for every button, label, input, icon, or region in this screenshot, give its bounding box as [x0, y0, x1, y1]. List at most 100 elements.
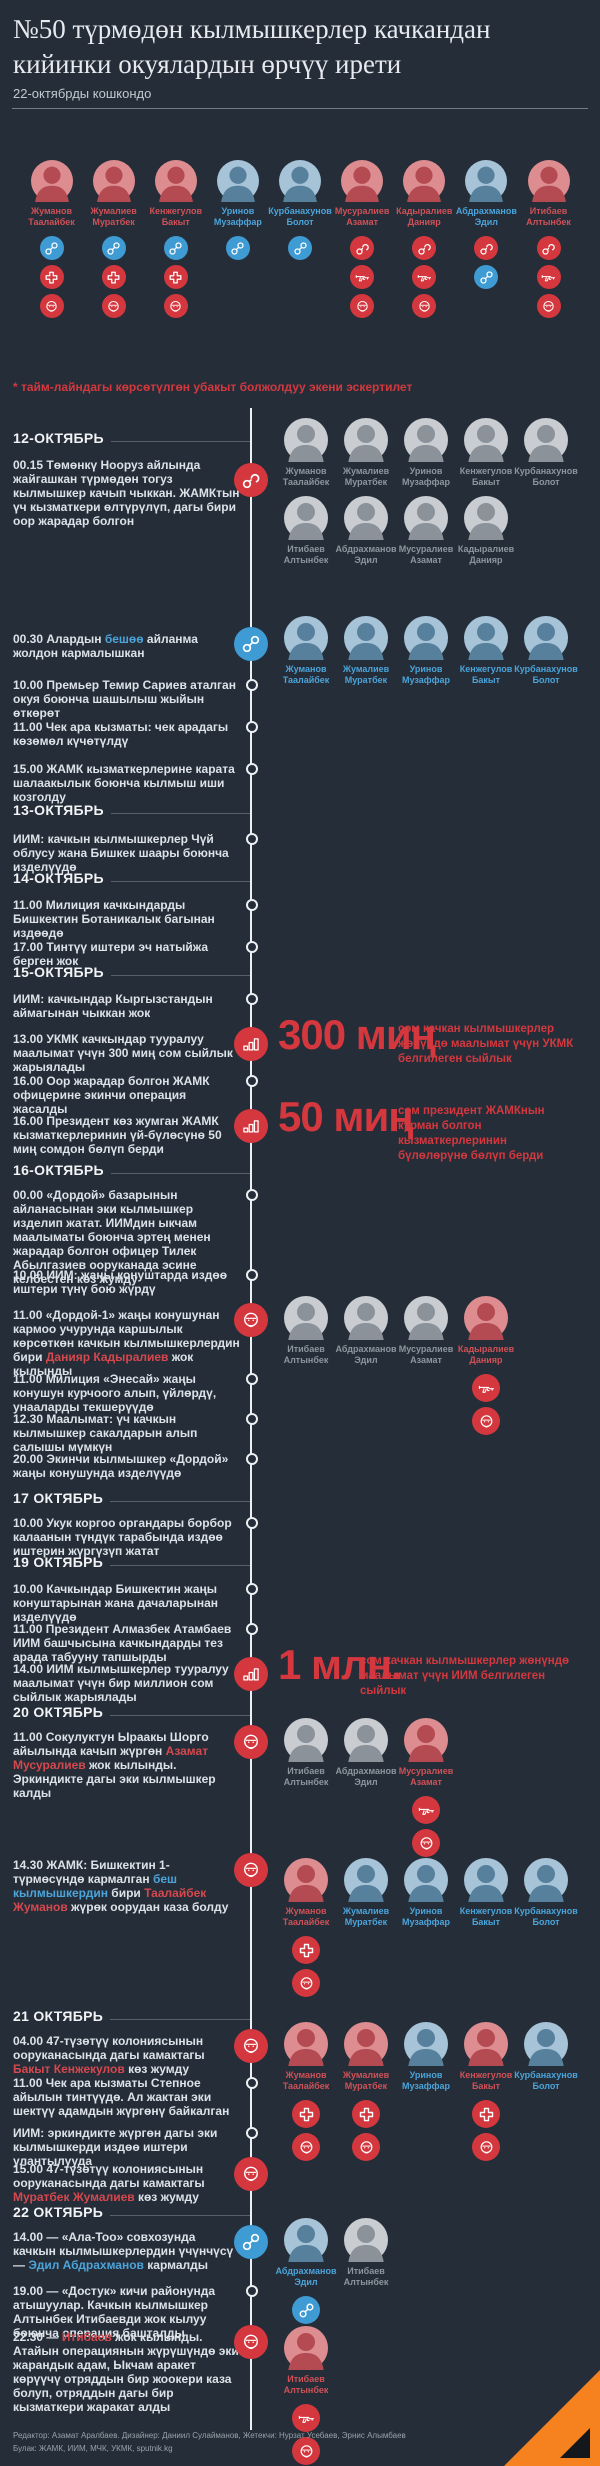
avatar [465, 160, 508, 202]
broken-handcuffs-icon [536, 236, 561, 260]
balaclava-icon [472, 1407, 500, 1435]
person-name: Жумалиев Муратбек [342, 466, 390, 487]
avatar [284, 616, 328, 660]
balaclava-icon [536, 294, 561, 318]
avatar [464, 418, 508, 462]
medical-cross-icon [352, 2100, 380, 2128]
status-icons [292, 2404, 320, 2465]
person-name: Итибаев Алтынбек [526, 206, 571, 227]
date-heading: 19 ОКТЯБРЬ [13, 1554, 250, 1570]
event-text: 11.00 «Дордой-1» жаңы конушунан кармоо у… [13, 1308, 240, 1378]
handcuffs-icon [101, 236, 126, 260]
event-text: 10.00 Премьер Темир Сариев аталган окуя … [13, 678, 236, 720]
handcuffs-icon [234, 2225, 268, 2259]
medical-cross-icon [39, 265, 64, 289]
timeline-dot [246, 833, 258, 845]
event-text: 00.00 «Дордой» базарынын айланасынан эки… [13, 1188, 211, 1286]
person-name: Кенжегулов Бакыт [459, 664, 513, 685]
status-icons [350, 236, 375, 318]
person-name: Итибаев Алтынбек [283, 1344, 329, 1365]
event-text: 14.30 ЖАМК: Бишкектин 1-түрмөсүндө карма… [13, 1858, 229, 1914]
money-icon [234, 1027, 268, 1061]
balaclava-icon [101, 294, 126, 318]
group-person: Мусуралиев Азамат [396, 1296, 456, 1435]
person-name: Кенжегулов Бакыт [149, 206, 202, 227]
avatar-group: Итибаев Алтынбек Абдрахманов Эдил Мусурали… [276, 496, 516, 566]
avatar [154, 160, 197, 202]
avatar [527, 160, 570, 202]
group-person: Уринов Музаффар [396, 2022, 456, 2161]
person-name: Итибаев Алтынбек [283, 1766, 329, 1787]
avatar [524, 616, 568, 660]
broken-handcuffs-icon [234, 463, 268, 497]
medical-cross-icon [163, 265, 188, 289]
avatar [404, 2022, 448, 2066]
person-name: Жумалиев Муратбек [90, 206, 137, 227]
person-name: Кенжегулов Бакыт [459, 1906, 513, 1927]
avatar [284, 2022, 328, 2066]
balaclava-icon [292, 2133, 320, 2161]
avatar [403, 160, 446, 202]
reward-amount: 1 млн. [278, 1641, 403, 1688]
event-text: 11.00 Милиция «Энесай» жаңы конушун курч… [13, 1372, 217, 1414]
avatar-group: Жуманов Таалайбек Жумалиев Муратбек Уринов… [276, 418, 578, 488]
group-person: Уринов Музаффар [396, 418, 456, 488]
person-name: Уринов Музаффар [402, 664, 450, 685]
reward-caption: сом качкан кылмышкерлер жөнүндө маалымат… [398, 1023, 574, 1065]
avatar [216, 160, 259, 202]
group-person: Курбанахунов Болот [514, 2022, 578, 2161]
header-divider [12, 108, 588, 109]
event-text: 10.00 Укук коргоо органдары борбор калаа… [13, 1516, 232, 1558]
date-heading: 12-ОКТЯБРЬ [13, 430, 250, 446]
avatar [344, 2022, 388, 2066]
avatar [404, 418, 448, 462]
handcuffs-icon [163, 236, 188, 260]
rifle-icon [350, 265, 375, 289]
balaclava-icon [412, 1829, 440, 1857]
group-person: Итибаев Алтынбек [276, 496, 336, 566]
avatar-group: Итибаев Алтынбек Абдрахманов Эдил Мусурали… [276, 1296, 516, 1435]
timeline-dot [246, 1373, 258, 1385]
event-text: 00.15 Төмөнкү Нооруз айлында жайгашкан т… [13, 458, 240, 528]
group-person: Жумалиев Муратбек [336, 1858, 396, 1997]
balaclava-icon [234, 1725, 268, 1759]
avatar-group: Жуманов Таалайбек Жумалиев Муратбек Уринов… [276, 2022, 578, 2161]
timeline-note: * тайм-лайндагы көрсөтүлгөн убакыт болжо… [13, 380, 413, 394]
status-icons [39, 236, 64, 318]
event-text: ИИМ: качкындар Кыргызстандын аймагынан ч… [13, 992, 213, 1020]
timeline-dot [246, 1413, 258, 1425]
group-person: Абдрахманов Эдил [276, 2218, 336, 2324]
group-person: Мусуралиев Азамат [396, 1718, 456, 1857]
avatar [279, 160, 321, 202]
balaclava-icon [234, 2325, 268, 2359]
event-text: ИИМ: качкын кылмышкерлер Чүй облусу жана… [13, 832, 229, 874]
handcuffs-icon [39, 236, 64, 260]
avatar [344, 616, 388, 660]
person-name: Жуманов Таалайбек [282, 664, 330, 685]
timeline-dot [246, 1269, 258, 1281]
avatar [464, 1296, 508, 1340]
avatar [30, 160, 73, 202]
group-person: Абдрахманов Эдил [336, 1718, 396, 1857]
money-icon [234, 1657, 268, 1691]
event-text: 19.00 — «Достук» кичи районунда атышуула… [13, 2284, 216, 2340]
balaclava-icon [412, 294, 437, 318]
group-person: Абдрахманов Эдил [336, 496, 396, 566]
handcuffs-icon [288, 236, 312, 260]
status-icons [474, 236, 499, 289]
rifle-icon [536, 265, 561, 289]
person-name: Кадыралиев Данияр [396, 206, 453, 227]
group-person: Мусуралиев Азамат [396, 496, 456, 566]
reward-caption: сом качкан кылмышкерлер жөнүндө маалымат… [360, 1655, 570, 1697]
date-heading: 21 ОКТЯБРЬ [13, 2008, 250, 2024]
status-icons [412, 236, 437, 318]
event-text: 22.30 — Итибаев жок кылынды. Атайын опер… [13, 2330, 239, 2414]
person-name: Кадыралиев Данияр [457, 1344, 515, 1365]
person-name: Кенжегулов Бакыт [459, 466, 513, 487]
timeline-dot [246, 1075, 258, 1087]
legend-person: Курбанахунов Болот [268, 160, 332, 318]
person-name: Курбанахунов Болот [268, 206, 332, 227]
avatar [404, 1858, 448, 1902]
date-heading: 16-ОКТЯБРЬ [13, 1162, 250, 1178]
person-name: Итибаев Алтынбек [283, 2374, 329, 2395]
